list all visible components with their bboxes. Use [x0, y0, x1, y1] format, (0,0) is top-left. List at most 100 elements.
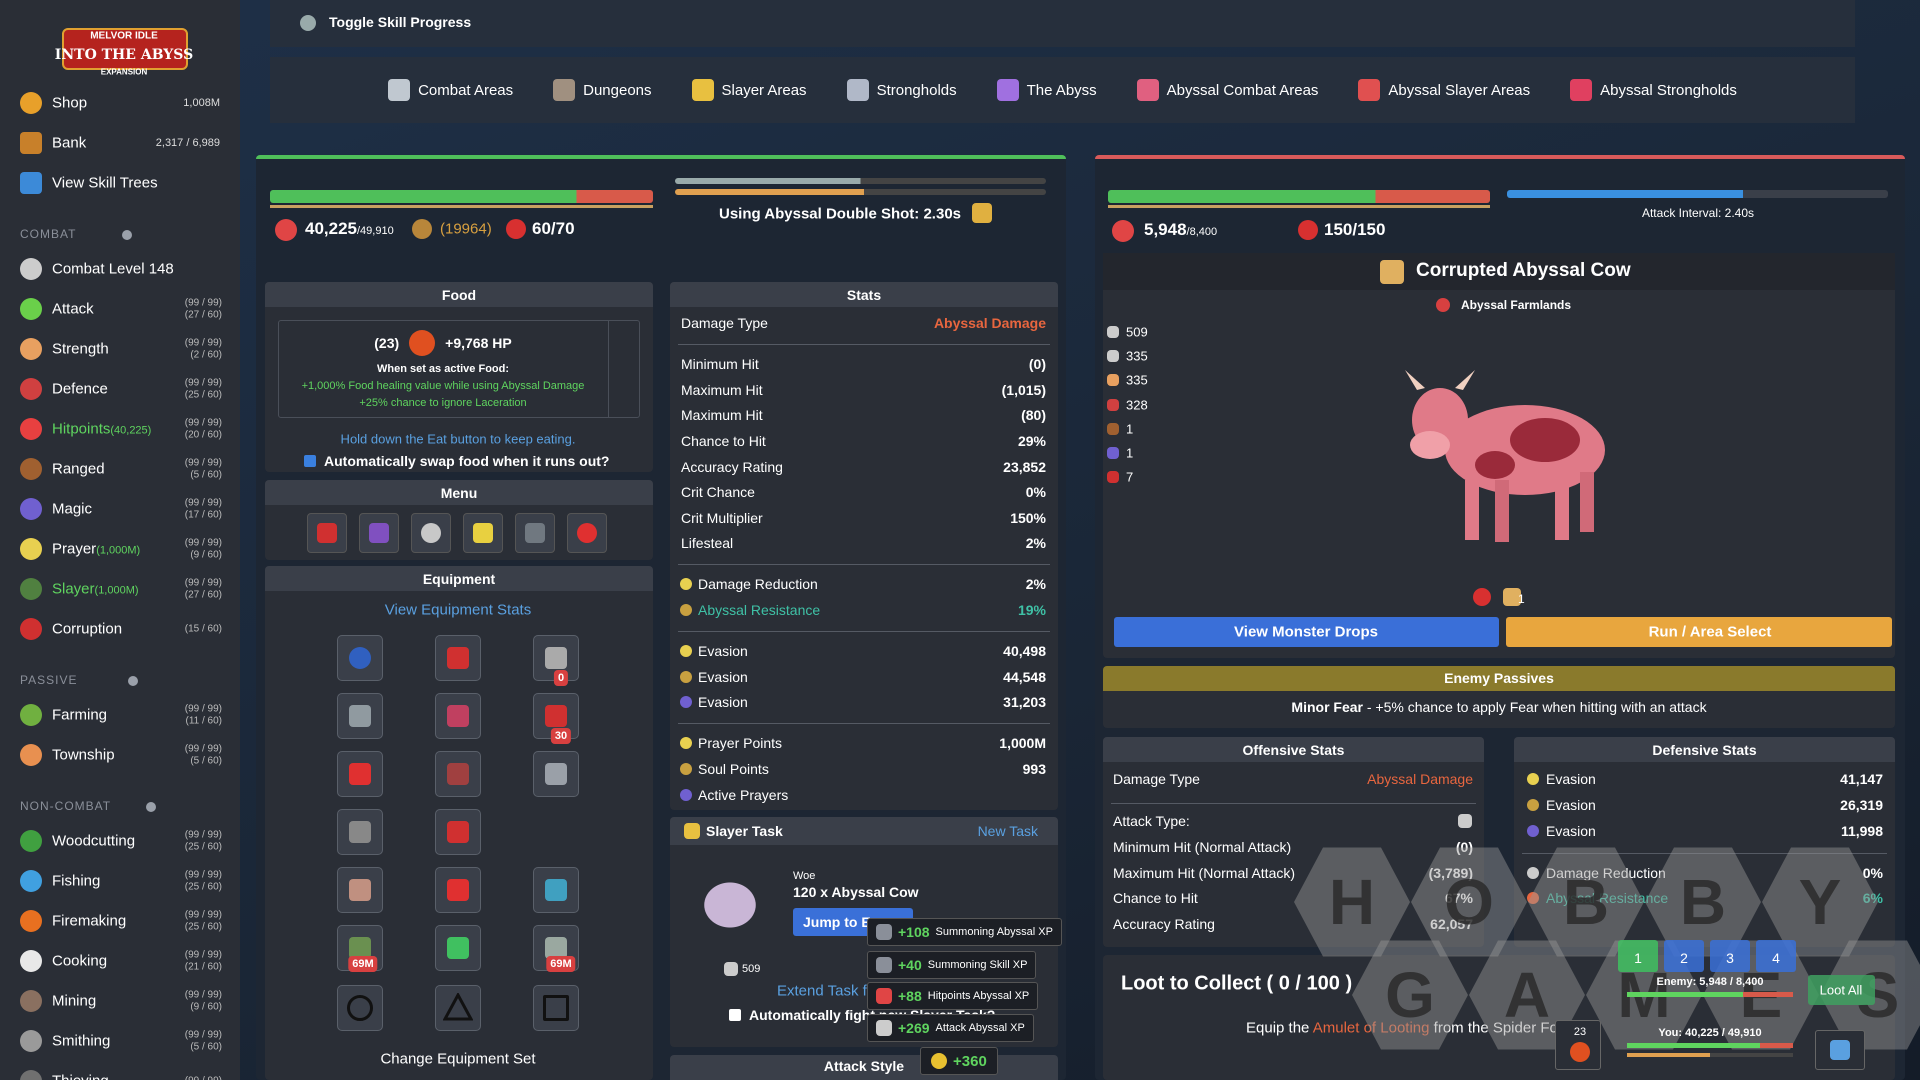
- icon: [1107, 447, 1119, 459]
- skill-name[interactable]: Smithing: [52, 1033, 110, 1050]
- skill-level: (99 / 99): [184, 989, 222, 1001]
- view-monster-drops[interactable]: View Monster Drops: [1234, 623, 1378, 641]
- area-tab[interactable]: Strongholds: [846, 79, 957, 101]
- area-tab[interactable]: Dungeons: [553, 79, 652, 101]
- skill-mastery: (25 / 60): [184, 921, 222, 933]
- area-tab[interactable]: Abyssal Strongholds: [1570, 79, 1737, 101]
- icon: [1527, 867, 1539, 879]
- player-hp-bar: [270, 190, 653, 203]
- nav-link[interactable]: Bank: [52, 134, 87, 152]
- icon: [421, 523, 441, 543]
- skill-name[interactable]: Cooking: [52, 953, 107, 970]
- skill-level: (99 / 99): [184, 497, 222, 509]
- view-equipment-stats[interactable]: View Equipment Stats: [384, 601, 532, 619]
- checkbox[interactable]: [729, 1009, 741, 1021]
- enemy-hp-value: 5,948: [1144, 220, 1187, 239]
- skill-level: (99 / 99): [184, 1029, 222, 1041]
- skill-name[interactable]: Farming: [52, 707, 107, 724]
- run-button[interactable]: [1506, 617, 1892, 647]
- skill-mastery: (25 / 60): [184, 841, 222, 853]
- watermark-letter: O: [1444, 866, 1494, 938]
- skill-name[interactable]: Woodcutting: [52, 833, 135, 850]
- icon: [20, 378, 42, 400]
- skill-name[interactable]: Attack: [52, 301, 94, 318]
- area-tab[interactable]: The Abyss: [996, 79, 1097, 101]
- offensive-value: (0): [1455, 839, 1473, 855]
- loot-all[interactable]: Loot All: [1819, 982, 1863, 998]
- enemy-level: 509: [1126, 324, 1148, 340]
- loot-all-button[interactable]: [1808, 975, 1875, 1005]
- skill-name[interactable]: Combat Level 148: [52, 261, 174, 278]
- toggle-skill-progress[interactable]: Toggle Skill Progress: [329, 14, 472, 30]
- equipment-slot[interactable]: [337, 809, 383, 855]
- skill-level: (99 / 99): [184, 337, 222, 349]
- icon: [1527, 892, 1539, 904]
- skill-label: Combat Level 148: [52, 260, 174, 278]
- slayer-tier: Woe: [793, 870, 816, 882]
- drops-button[interactable]: [1114, 617, 1499, 647]
- area-tab[interactable]: Slayer Areas: [691, 79, 807, 101]
- minimap-tab-label[interactable]: 3: [1726, 950, 1734, 966]
- icon: [349, 763, 371, 785]
- skill-name[interactable]: Firemaking: [52, 913, 126, 930]
- change-equipment-set[interactable]: Change Equipment Set: [380, 1050, 536, 1068]
- minimap-tab-label[interactable]: 2: [1680, 950, 1688, 966]
- stat-value: 0%: [1025, 484, 1046, 501]
- skill-name[interactable]: Fishing: [52, 873, 100, 890]
- defensive-value: 11,998: [1840, 823, 1883, 839]
- xp-amount: +269: [898, 1020, 930, 1036]
- nav-link[interactable]: View Skill Trees: [52, 174, 158, 192]
- skill-label: Prayer: [52, 540, 97, 558]
- icon: [20, 618, 42, 640]
- area-tab[interactable]: Abyssal Combat Areas: [1136, 79, 1318, 101]
- tab-icon: [553, 79, 576, 101]
- tab-icon: [996, 79, 1019, 101]
- defensive-value: 0%: [1862, 865, 1883, 881]
- logo-expansion: EXPANSION: [100, 67, 148, 77]
- food-active: When set as active Food:: [376, 363, 510, 375]
- slayer-new-task[interactable]: New Task: [977, 823, 1038, 839]
- icon: [447, 763, 469, 785]
- skill-mastery: (11 / 60): [185, 715, 223, 727]
- skill-mastery: (25 / 60): [184, 881, 222, 893]
- extend-task[interactable]: Extend Task for: [777, 982, 881, 1000]
- minimap-tab-label[interactable]: 1: [1634, 950, 1642, 966]
- nav-link[interactable]: Shop: [52, 94, 88, 112]
- skill-mastery: (21 / 60): [184, 961, 222, 973]
- icon: [20, 418, 42, 440]
- minimap-tab-label[interactable]: 4: [1772, 950, 1780, 966]
- skill-name[interactable]: Ranged: [52, 461, 105, 478]
- skill-name[interactable]: Corruption: [52, 621, 122, 638]
- skill-name[interactable]: Hitpoints(40,225): [52, 421, 151, 438]
- icon: [20, 578, 42, 600]
- minimap-food-qty: 23: [1573, 1026, 1587, 1038]
- skill-label: Attack: [52, 300, 94, 318]
- equipment-set-slot[interactable]: [533, 985, 579, 1031]
- skill-name[interactable]: Magic: [52, 501, 92, 518]
- skill-name[interactable]: Township: [52, 747, 115, 764]
- stat-label: Chance to Hit: [681, 432, 766, 449]
- stat-value: (1,015): [1001, 381, 1046, 398]
- food-bonus: +1,000% Food healing value while using A…: [301, 380, 585, 392]
- minimap-tab[interactable]: [1664, 940, 1704, 972]
- skill-level: (99 / 99): [184, 417, 222, 429]
- stat-label: Evasion: [698, 643, 748, 660]
- run-area-select[interactable]: Run / Area Select: [1648, 623, 1772, 641]
- defensive-panel-header: [1514, 737, 1895, 762]
- area-tab[interactable]: Combat Areas: [388, 79, 513, 101]
- minimap-tab[interactable]: [1756, 940, 1796, 972]
- offensive-label: Damage Type: [1113, 771, 1200, 787]
- food-autoswap[interactable]: Automatically swap food when it runs out…: [324, 453, 610, 469]
- skill-name[interactable]: Strength: [52, 341, 109, 358]
- skill-name[interactable]: Prayer(1,000M): [52, 541, 140, 558]
- skill-name[interactable]: Mining: [52, 993, 96, 1010]
- checkbox[interactable]: [304, 455, 316, 467]
- skill-label: Fishing: [52, 872, 101, 890]
- skill-name[interactable]: Thieving: [52, 1073, 109, 1080]
- area-tab[interactable]: Abyssal Slayer Areas: [1358, 79, 1530, 101]
- skill-name[interactable]: Defence: [52, 381, 108, 398]
- skill-name[interactable]: Slayer(1,000M): [52, 581, 139, 598]
- minimap-tab[interactable]: [1618, 940, 1658, 972]
- defensive-label: Evasion: [1546, 797, 1596, 813]
- minimap-tab[interactable]: [1710, 940, 1750, 972]
